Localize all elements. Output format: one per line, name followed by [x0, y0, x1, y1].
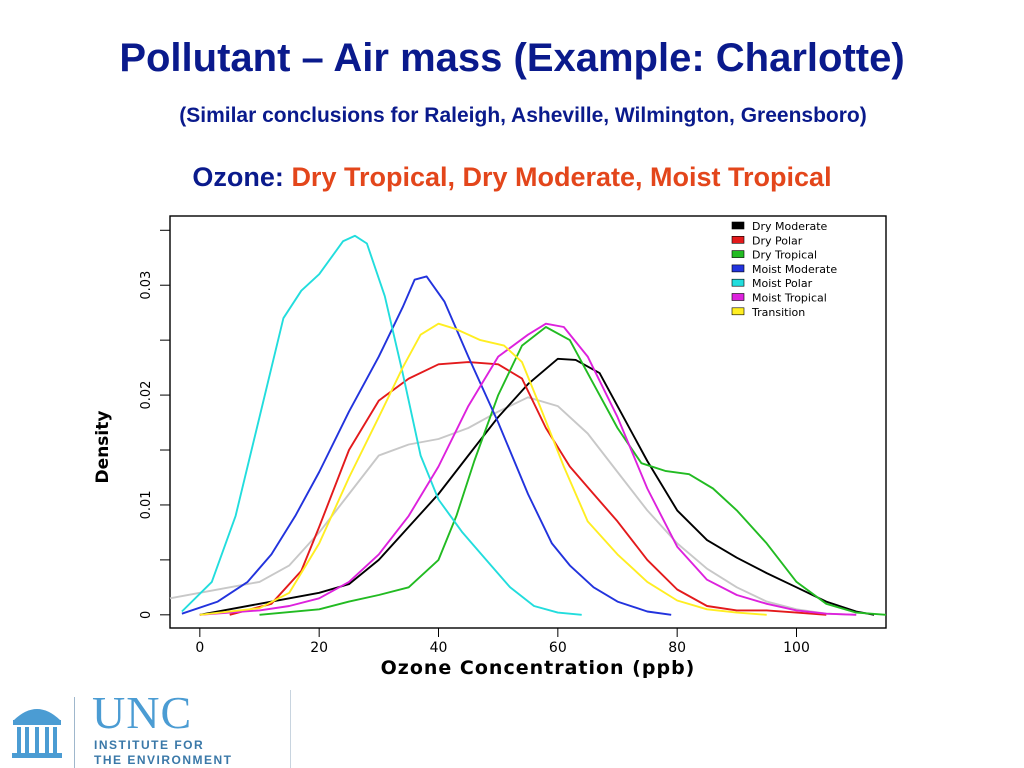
legend-entry: Transition — [751, 306, 805, 319]
x-tick-label: 0 — [195, 640, 204, 656]
pollutant-label: Ozone: — [192, 162, 284, 192]
legend-swatch — [731, 250, 745, 258]
legend-swatch — [731, 293, 745, 301]
logo-subtitle-line2: THE ENVIRONMENT — [94, 753, 233, 767]
logo-divider-right — [290, 690, 291, 768]
logo-divider — [74, 697, 75, 768]
y-tick-label: 0.03 — [139, 271, 154, 300]
legend-entry: Moist Moderate — [752, 263, 837, 276]
legend-swatch — [731, 235, 745, 244]
series-line-dry-polar — [229, 361, 827, 616]
legend-swatch — [731, 264, 745, 273]
legend-entry: Dry Polar — [752, 234, 803, 247]
x-tick-label: 20 — [310, 640, 328, 656]
density-chart: 0 0.01 0.02 0.03 0 20 40 60 80 100 Dry Moderate Dry… — [86, 212, 898, 682]
slide-subtitle: (Similar conclusions for Raleigh, Ashevi… — [179, 104, 867, 127]
slide-title: Pollutant – Air mass (Example: Charlotte… — [119, 36, 905, 80]
legend-swatch — [731, 278, 745, 287]
y-axis-label: Density — [93, 411, 113, 484]
y-tick-label: 0 — [139, 611, 154, 619]
series-line-transition — [199, 322, 767, 616]
legend-entry: Dry Tropical — [752, 249, 817, 262]
y-tick-label: 0.01 — [139, 490, 154, 519]
series-line-dry-moderate — [199, 357, 875, 616]
unc-logo — [8, 690, 308, 768]
logo-name: UNC — [92, 687, 193, 738]
series-line-moist-moderate — [181, 275, 672, 616]
legend-entry: Moist Tropical — [752, 292, 827, 305]
pollutant-types: Dry Tropical, Dry Moderate, Moist Tropic… — [291, 162, 832, 192]
series-line-moist-tropical — [199, 322, 857, 616]
x-axis-label: Ozone Concentration (ppb) — [381, 657, 696, 679]
old-well-icon — [12, 709, 62, 758]
x-tick-label: 100 — [783, 640, 810, 656]
pollutant-heading: Ozone: Dry Tropical, Dry Moderate, Moist… — [0, 162, 1024, 193]
series-line-unlabeled — [169, 396, 857, 616]
legend-swatch — [731, 307, 745, 316]
series-line-dry-tropical — [259, 326, 887, 616]
x-tick-label: 40 — [430, 640, 448, 656]
series-line-moist-polar — [181, 234, 582, 616]
y-tick-label: 0.02 — [139, 381, 154, 410]
legend-swatch — [731, 221, 745, 230]
x-tick-label: 60 — [549, 640, 567, 656]
plot-frame — [169, 215, 887, 629]
x-tick-label: 80 — [668, 640, 686, 656]
logo-subtitle-line1: INSTITUTE FOR — [94, 738, 205, 752]
legend-entry: Moist Polar — [752, 277, 813, 290]
legend-entry: Dry Moderate — [752, 220, 828, 233]
